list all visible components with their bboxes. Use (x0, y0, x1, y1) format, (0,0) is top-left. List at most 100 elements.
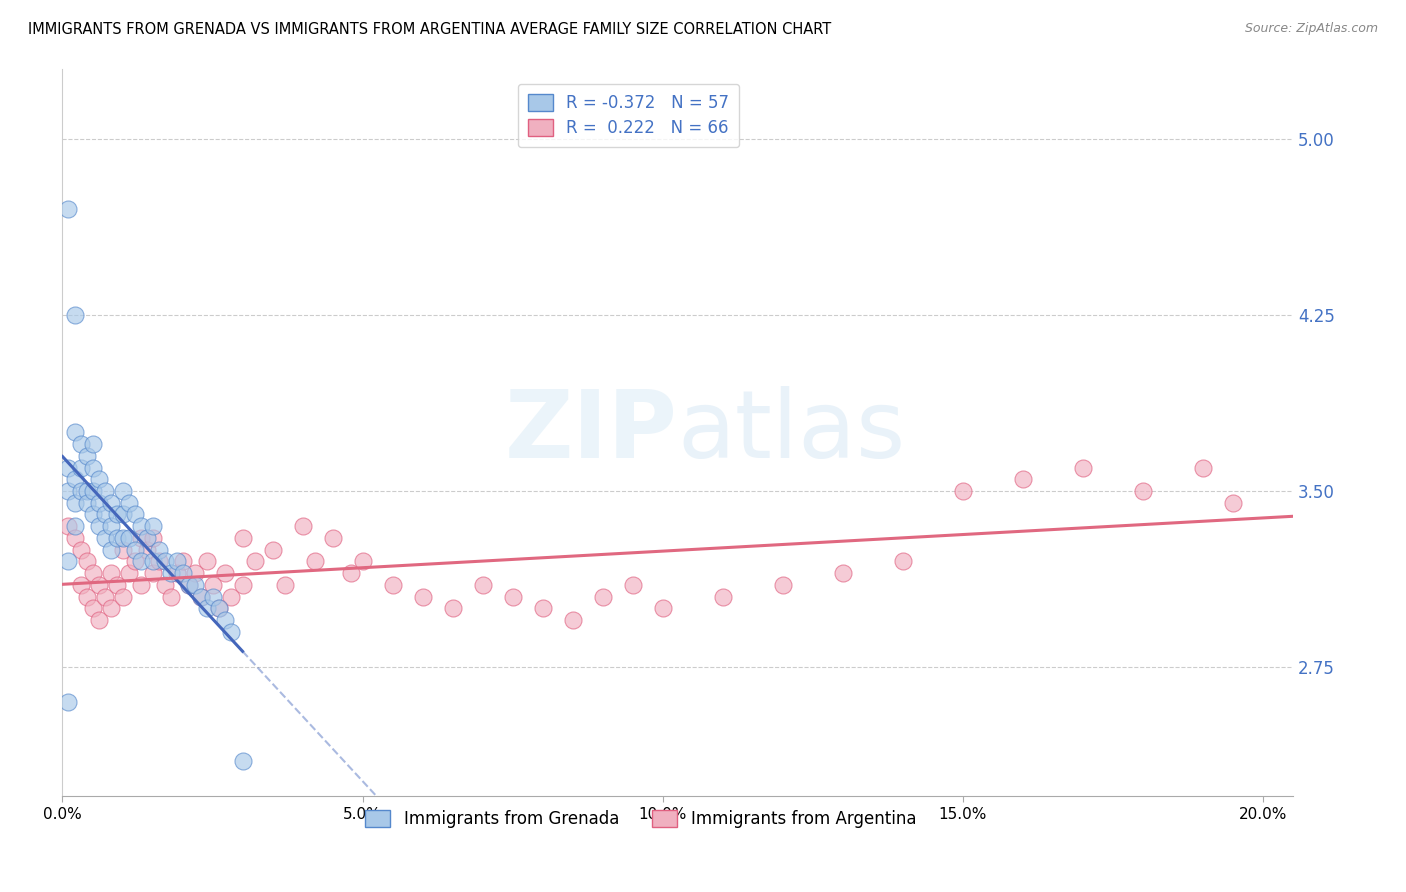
Point (339, 566, 361, 581)
Point (166, 566, 188, 581)
Point (172, 554, 194, 568)
Point (124, 554, 146, 568)
Point (117, 566, 139, 581)
Point (441, 601, 464, 615)
Point (82, 601, 104, 615)
Point (381, 578, 404, 592)
Point (177, 578, 200, 592)
Point (135, 531, 157, 545)
Point (100, 542, 122, 557)
Point (111, 508, 134, 522)
Point (93, 590, 115, 604)
Point (111, 483, 134, 498)
Point (177, 578, 200, 592)
Point (82, 483, 104, 498)
Point (129, 554, 152, 568)
Point (232, 754, 254, 768)
Point (195, 601, 218, 615)
Point (166, 554, 188, 568)
Point (772, 578, 794, 592)
Point (105, 508, 128, 522)
Point (201, 590, 224, 604)
Point (232, 578, 254, 592)
Point (141, 519, 163, 533)
Point (141, 554, 163, 568)
Point (69, 578, 91, 592)
Point (141, 566, 163, 581)
Point (129, 531, 152, 545)
Point (1071, 460, 1094, 475)
Point (63, 425, 86, 440)
Point (63, 472, 86, 486)
Point (621, 578, 644, 592)
Point (111, 542, 134, 557)
Point (201, 578, 224, 592)
Point (63, 531, 86, 545)
Point (124, 508, 146, 522)
Point (82, 508, 104, 522)
Point (69, 460, 91, 475)
Point (87, 519, 110, 533)
Point (93, 508, 115, 522)
Point (219, 590, 242, 604)
Point (273, 578, 295, 592)
Point (651, 601, 673, 615)
Point (1132, 483, 1154, 498)
Point (322, 531, 344, 545)
Point (58, 460, 80, 475)
Point (352, 554, 374, 568)
Point (291, 519, 314, 533)
Point (561, 613, 583, 627)
Point (153, 578, 176, 592)
Point (105, 531, 128, 545)
Point (93, 531, 115, 545)
Point (100, 496, 122, 510)
Point (124, 542, 146, 557)
Point (232, 531, 254, 545)
Point (69, 542, 91, 557)
Point (159, 566, 181, 581)
Point (105, 578, 128, 592)
Point (219, 624, 242, 639)
Point (82, 460, 104, 475)
Point (58, 695, 80, 709)
Point (87, 613, 110, 627)
Point (891, 554, 914, 568)
Point (117, 531, 139, 545)
Point (76, 496, 98, 510)
Point (100, 566, 122, 581)
Point (214, 566, 236, 581)
Point (82, 566, 104, 581)
Point (63, 496, 86, 510)
Point (1222, 496, 1244, 510)
Point (148, 542, 170, 557)
Point (76, 590, 98, 604)
Point (214, 613, 236, 627)
Point (129, 519, 152, 533)
Point (76, 449, 98, 463)
Point (69, 483, 91, 498)
Point (63, 519, 86, 533)
Point (100, 519, 122, 533)
Text: ZIP: ZIP (505, 386, 678, 478)
Point (262, 542, 284, 557)
Legend: Immigrants from Grenada, Immigrants from Argentina: Immigrants from Grenada, Immigrants from… (359, 804, 922, 835)
Point (141, 531, 163, 545)
Point (135, 542, 157, 557)
Text: IMMIGRANTS FROM GRENADA VS IMMIGRANTS FROM ARGENTINA AVERAGE FAMILY SIZE CORRELA: IMMIGRANTS FROM GRENADA VS IMMIGRANTS FR… (28, 22, 831, 37)
Point (117, 496, 139, 510)
Point (63, 308, 86, 322)
Point (531, 601, 554, 615)
Point (111, 531, 134, 545)
Point (76, 554, 98, 568)
Point (58, 483, 80, 498)
Point (87, 496, 110, 510)
Point (87, 578, 110, 592)
Point (243, 554, 266, 568)
Point (82, 437, 104, 451)
Point (952, 483, 974, 498)
Point (183, 566, 205, 581)
Point (1012, 472, 1035, 486)
Point (100, 601, 122, 615)
Point (129, 578, 152, 592)
